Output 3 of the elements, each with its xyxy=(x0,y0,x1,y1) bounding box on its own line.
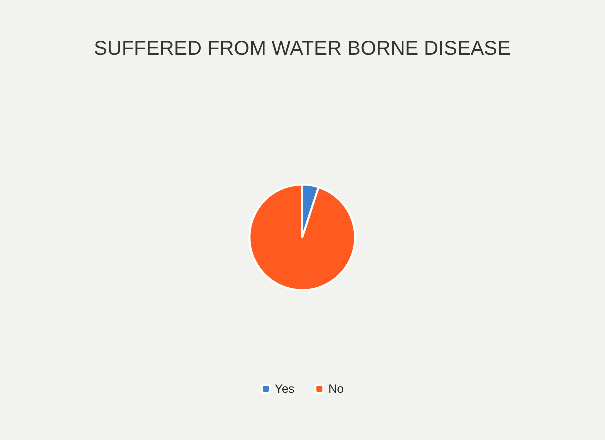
legend-label: Yes xyxy=(275,382,295,396)
chart-title: SUFFERED FROM WATER BORNE DISEASE xyxy=(94,38,511,60)
legend-label: No xyxy=(328,382,344,396)
